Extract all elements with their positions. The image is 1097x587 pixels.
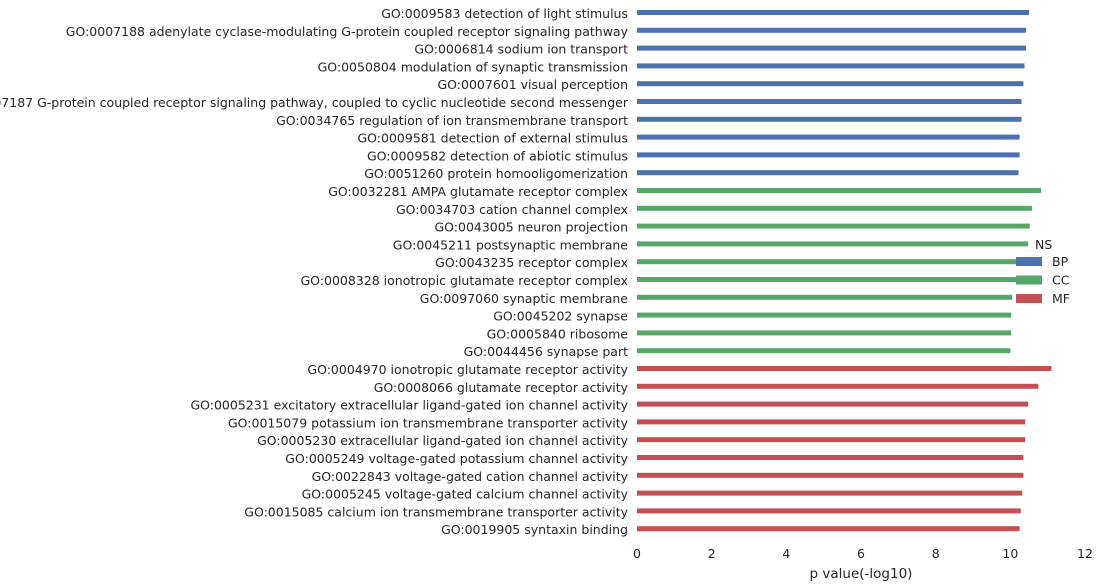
x-tick-label: 4 (782, 546, 790, 561)
bar-mf (637, 383, 1039, 389)
bar-cc (637, 223, 1030, 229)
legend-label-bp: BP (1052, 254, 1069, 269)
bar-mf (637, 366, 1052, 371)
category-label: GO:0043005 neuron projection (434, 220, 628, 235)
category-label: GO:0050804 modulation of synaptic transm… (318, 59, 628, 74)
bar-mf (637, 526, 1020, 532)
category-label: GO:0045202 synapse (493, 309, 628, 324)
category-label: GO:0007187 G-protein coupled receptor si… (0, 95, 629, 110)
bar-cc (637, 312, 1012, 318)
category-label: GO:0015085 calcium ion transmembrane tra… (244, 504, 628, 519)
category-label: GO:0044456 synapse part (464, 344, 628, 359)
bar-cc (637, 188, 1041, 193)
bar-bp (637, 116, 1022, 122)
category-label: GO:0097060 synaptic membrane (420, 291, 629, 306)
bar-bp (637, 99, 1022, 104)
category-label: GO:0015079 potassium ion transmembrane t… (228, 415, 629, 430)
x-tick-label: 6 (857, 546, 865, 561)
bars-group (637, 10, 1052, 532)
x-axis-label: p value(-log10) (810, 566, 913, 582)
x-tick-label: 0 (633, 546, 641, 561)
category-label: GO:0045211 postsynaptic membrane (393, 237, 629, 252)
bar-bp (637, 134, 1020, 140)
category-label: GO:0005840 ribosome (487, 326, 629, 341)
legend-swatch-bp (1016, 257, 1042, 266)
category-label: GO:0043235 receptor complex (435, 255, 628, 270)
bar-cc (637, 259, 1026, 265)
category-label: GO:0006814 sodium ion transport (414, 42, 628, 57)
category-label: GO:0005249 voltage-gated potassium chann… (285, 451, 628, 466)
bar-mf (637, 455, 1024, 460)
bar-mf (637, 437, 1026, 443)
category-label: GO:0008066 glutamate receptor activity (374, 380, 629, 395)
category-label: GO:0034703 cation channel complex (396, 202, 628, 217)
legend-title: NS (1035, 237, 1052, 252)
bar-bp (637, 152, 1020, 158)
bar-cc (637, 205, 1032, 211)
bar-bp (637, 81, 1024, 87)
bar-mf (637, 490, 1023, 496)
bar-cc (637, 348, 1011, 354)
legend-label-mf: MF (1052, 291, 1070, 306)
category-labels-group: GO:0009583 detection of light stimulus GO… (0, 6, 629, 537)
legend-swatch-mf (1016, 294, 1042, 303)
category-label: GO:0034765 regulation of ion transmembra… (276, 113, 628, 128)
x-tick-label: 10 (1002, 546, 1018, 561)
category-label: GO:0051260 protein homooligomerization (364, 166, 628, 181)
bar-cc (637, 277, 1023, 282)
category-label: GO:0005245 voltage-gated calcium channel… (302, 487, 629, 502)
legend-swatch-cc (1016, 275, 1042, 285)
category-label: GO:0007601 visual perception (437, 77, 628, 92)
category-label: GO:0009581 detection of external stimulu… (358, 131, 629, 146)
x-tick-labels-group: 0 2 4 6 8 10 12 (633, 546, 1093, 561)
bar-mf (637, 508, 1021, 514)
bar-bp (637, 170, 1019, 176)
category-label: GO:0005230 extracellular ligand-gated io… (257, 433, 629, 448)
bar-bp (637, 63, 1025, 69)
category-label: GO:0005231 excitatory extracellular liga… (190, 398, 628, 413)
bar-bp (637, 27, 1027, 33)
bar-cc (637, 241, 1029, 247)
bar-mf (637, 419, 1026, 425)
category-label: GO:0009583 detection of light stimulus (381, 6, 628, 21)
bar-bp (637, 45, 1027, 51)
bar-cc (637, 294, 1013, 300)
legend-label-cc: CC (1052, 273, 1070, 288)
category-label: GO:0019905 syntaxin binding (441, 522, 628, 537)
category-label: GO:0004970 ionotropic glutamate receptor… (307, 362, 628, 377)
bar-bp (637, 10, 1029, 15)
category-label: GO:0032281 AMPA glutamate receptor compl… (328, 184, 628, 199)
category-label: GO:0008328 ionotropic glutamate receptor… (301, 273, 629, 288)
bar-mf (637, 472, 1024, 478)
x-tick-label: 8 (932, 546, 940, 561)
category-label: GO:0009582 detection of abiotic stimulus (367, 148, 628, 163)
x-tick-label: 2 (708, 546, 716, 561)
bar-cc (637, 330, 1012, 336)
category-label: GO:0007188 adenylate cyclase-modulating … (66, 24, 629, 39)
bar-mf (637, 401, 1029, 407)
x-tick-label: 12 (1077, 546, 1093, 561)
category-label: GO:0022843 voltage-gated cation channel … (312, 469, 629, 484)
